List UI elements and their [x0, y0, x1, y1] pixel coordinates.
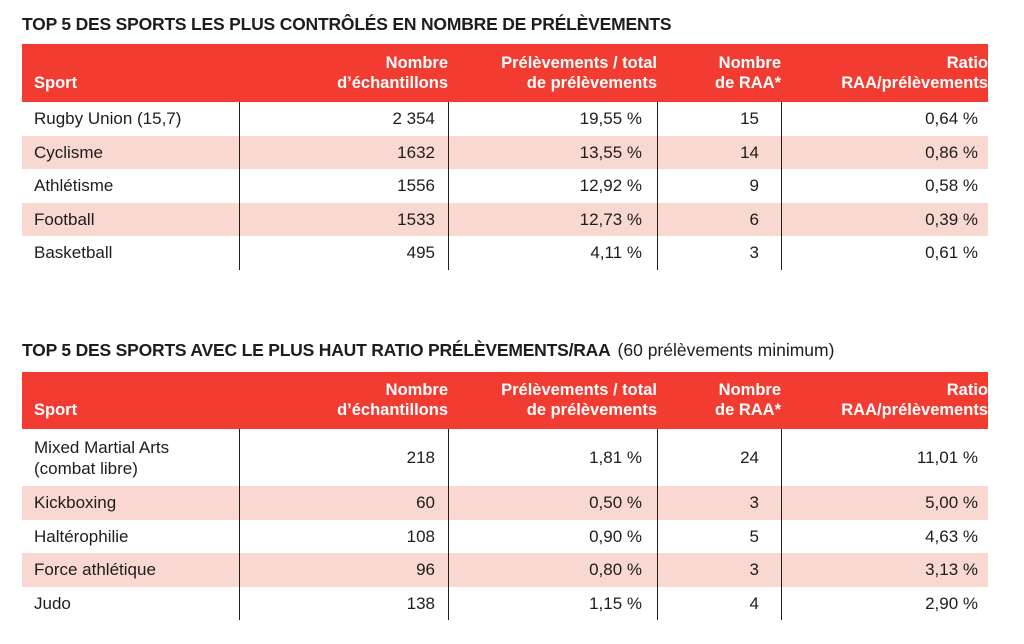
- cell-samples: 60: [239, 486, 448, 520]
- cell-sport: Mixed Martial Arts (combat libre): [34, 437, 170, 478]
- cell-samples: 138: [239, 586, 448, 620]
- cell-sport: Basketball: [34, 243, 113, 263]
- cell-samples: 495: [239, 236, 448, 270]
- cell-pct-total: 19,55 %: [448, 102, 657, 136]
- cell-sport: Judo: [34, 593, 71, 613]
- cell-ratio: 0,64 %: [781, 102, 988, 136]
- table-row: Mixed Martial Arts (combat libre) 218 1,…: [22, 429, 988, 486]
- table-row: Athlétisme 1556 12,92 % 9 0,58 %: [22, 169, 988, 203]
- table-top5-controls: Sport Nombre d’échantillons Prélèvements…: [22, 44, 988, 270]
- cell-pct-total: 1,15 %: [448, 586, 657, 620]
- cell-raa: 5: [657, 519, 781, 553]
- column-header-samples: Nombre d’échantillons: [337, 54, 448, 92]
- cell-ratio: 11,01 %: [781, 429, 988, 486]
- column-header-ratio: Ratio RAA/prélèvements: [841, 381, 988, 419]
- cell-sport: Football: [34, 209, 95, 229]
- cell-raa: 3: [657, 486, 781, 520]
- table1-title-text: TOP 5 DES SPORTS LES PLUS CONTRÔLÉS EN N…: [22, 14, 672, 34]
- table-row: Haltérophilie 108 0,90 % 5 4,63 %: [22, 519, 988, 553]
- table-row: Judo 138 1,15 % 4 2,90 %: [22, 586, 988, 620]
- cell-pct-total: 12,92 %: [448, 169, 657, 203]
- table2-title-note: (60 prélèvements minimum): [617, 340, 835, 360]
- cell-sport: Haltérophilie: [34, 526, 129, 546]
- cell-raa: 24: [657, 429, 781, 486]
- table-row: Force athlétique 96 0,80 % 3 3,13 %: [22, 553, 988, 587]
- cell-raa: 3: [657, 553, 781, 587]
- cell-ratio: 3,13 %: [781, 553, 988, 587]
- cell-ratio: 0,58 %: [781, 169, 988, 203]
- cell-pct-total: 1,81 %: [448, 429, 657, 486]
- cell-ratio: 5,00 %: [781, 486, 988, 520]
- table2-title-text: TOP 5 DES SPORTS AVEC LE PLUS HAUT RATIO…: [22, 340, 611, 360]
- cell-sport: Kickboxing: [34, 493, 117, 513]
- cell-samples: 96: [239, 553, 448, 587]
- cell-samples: 1632: [239, 135, 448, 169]
- table-row: Rugby Union (15,7) 2 354 19,55 % 15 0,64…: [22, 102, 988, 136]
- table-row: Football 1533 12,73 % 6 0,39 %: [22, 202, 988, 236]
- cell-ratio: 0,61 %: [781, 236, 988, 270]
- cell-sport: Rugby Union (15,7): [34, 109, 182, 129]
- column-header-raa: Nombre de RAA*: [714, 54, 781, 92]
- column-header-pct-total: Prélèvements / total de prélèvements: [501, 54, 657, 92]
- cell-sport: Athlétisme: [34, 176, 114, 196]
- column-header-raa: Nombre de RAA*: [714, 381, 781, 419]
- column-header-samples: Nombre d’échantillons: [337, 381, 448, 419]
- cell-raa: 15: [657, 102, 781, 136]
- cell-raa: 9: [657, 169, 781, 203]
- cell-sport: Cyclisme: [34, 142, 103, 162]
- table2-header-row: Sport Nombre d’échantillons Prélèvements…: [22, 372, 988, 429]
- cell-pct-total: 4,11 %: [448, 236, 657, 270]
- table-top5-ratio: Sport Nombre d’échantillons Prélèvements…: [22, 372, 988, 620]
- cell-raa: 4: [657, 586, 781, 620]
- cell-pct-total: 0,90 %: [448, 519, 657, 553]
- table-row: Kickboxing 60 0,50 % 3 5,00 %: [22, 486, 988, 520]
- table1-header-row: Sport Nombre d’échantillons Prélèvements…: [22, 44, 988, 102]
- table2-title: TOP 5 DES SPORTS AVEC LE PLUS HAUT RATIO…: [22, 339, 834, 361]
- cell-ratio: 0,86 %: [781, 135, 988, 169]
- cell-pct-total: 12,73 %: [448, 202, 657, 236]
- cell-ratio: 0,39 %: [781, 202, 988, 236]
- cell-samples: 108: [239, 519, 448, 553]
- cell-samples: 1556: [239, 169, 448, 203]
- cell-raa: 3: [657, 236, 781, 270]
- cell-pct-total: 0,50 %: [448, 486, 657, 520]
- table-row: Basketball 495 4,11 % 3 0,61 %: [22, 236, 988, 270]
- column-header-sport: Sport: [34, 74, 78, 92]
- cell-sport: Force athlétique: [34, 560, 156, 580]
- cell-samples: 218: [239, 429, 448, 486]
- table1-title: TOP 5 DES SPORTS LES PLUS CONTRÔLÉS EN N…: [22, 13, 672, 35]
- cell-raa: 14: [657, 135, 781, 169]
- column-header-ratio: Ratio RAA/prélèvements: [841, 54, 988, 92]
- cell-samples: 1533: [239, 202, 448, 236]
- cell-ratio: 2,90 %: [781, 586, 988, 620]
- cell-raa: 6: [657, 202, 781, 236]
- table-row: Cyclisme 1632 13,55 % 14 0,86 %: [22, 135, 988, 169]
- cell-samples: 2 354: [239, 102, 448, 136]
- table2-body: Mixed Martial Arts (combat libre) 218 1,…: [22, 429, 988, 620]
- table1-body: Rugby Union (15,7) 2 354 19,55 % 15 0,64…: [22, 102, 988, 270]
- cell-ratio: 4,63 %: [781, 519, 988, 553]
- column-header-sport: Sport: [34, 401, 78, 419]
- column-header-pct-total: Prélèvements / total de prélèvements: [501, 381, 657, 419]
- cell-pct-total: 0,80 %: [448, 553, 657, 587]
- cell-pct-total: 13,55 %: [448, 135, 657, 169]
